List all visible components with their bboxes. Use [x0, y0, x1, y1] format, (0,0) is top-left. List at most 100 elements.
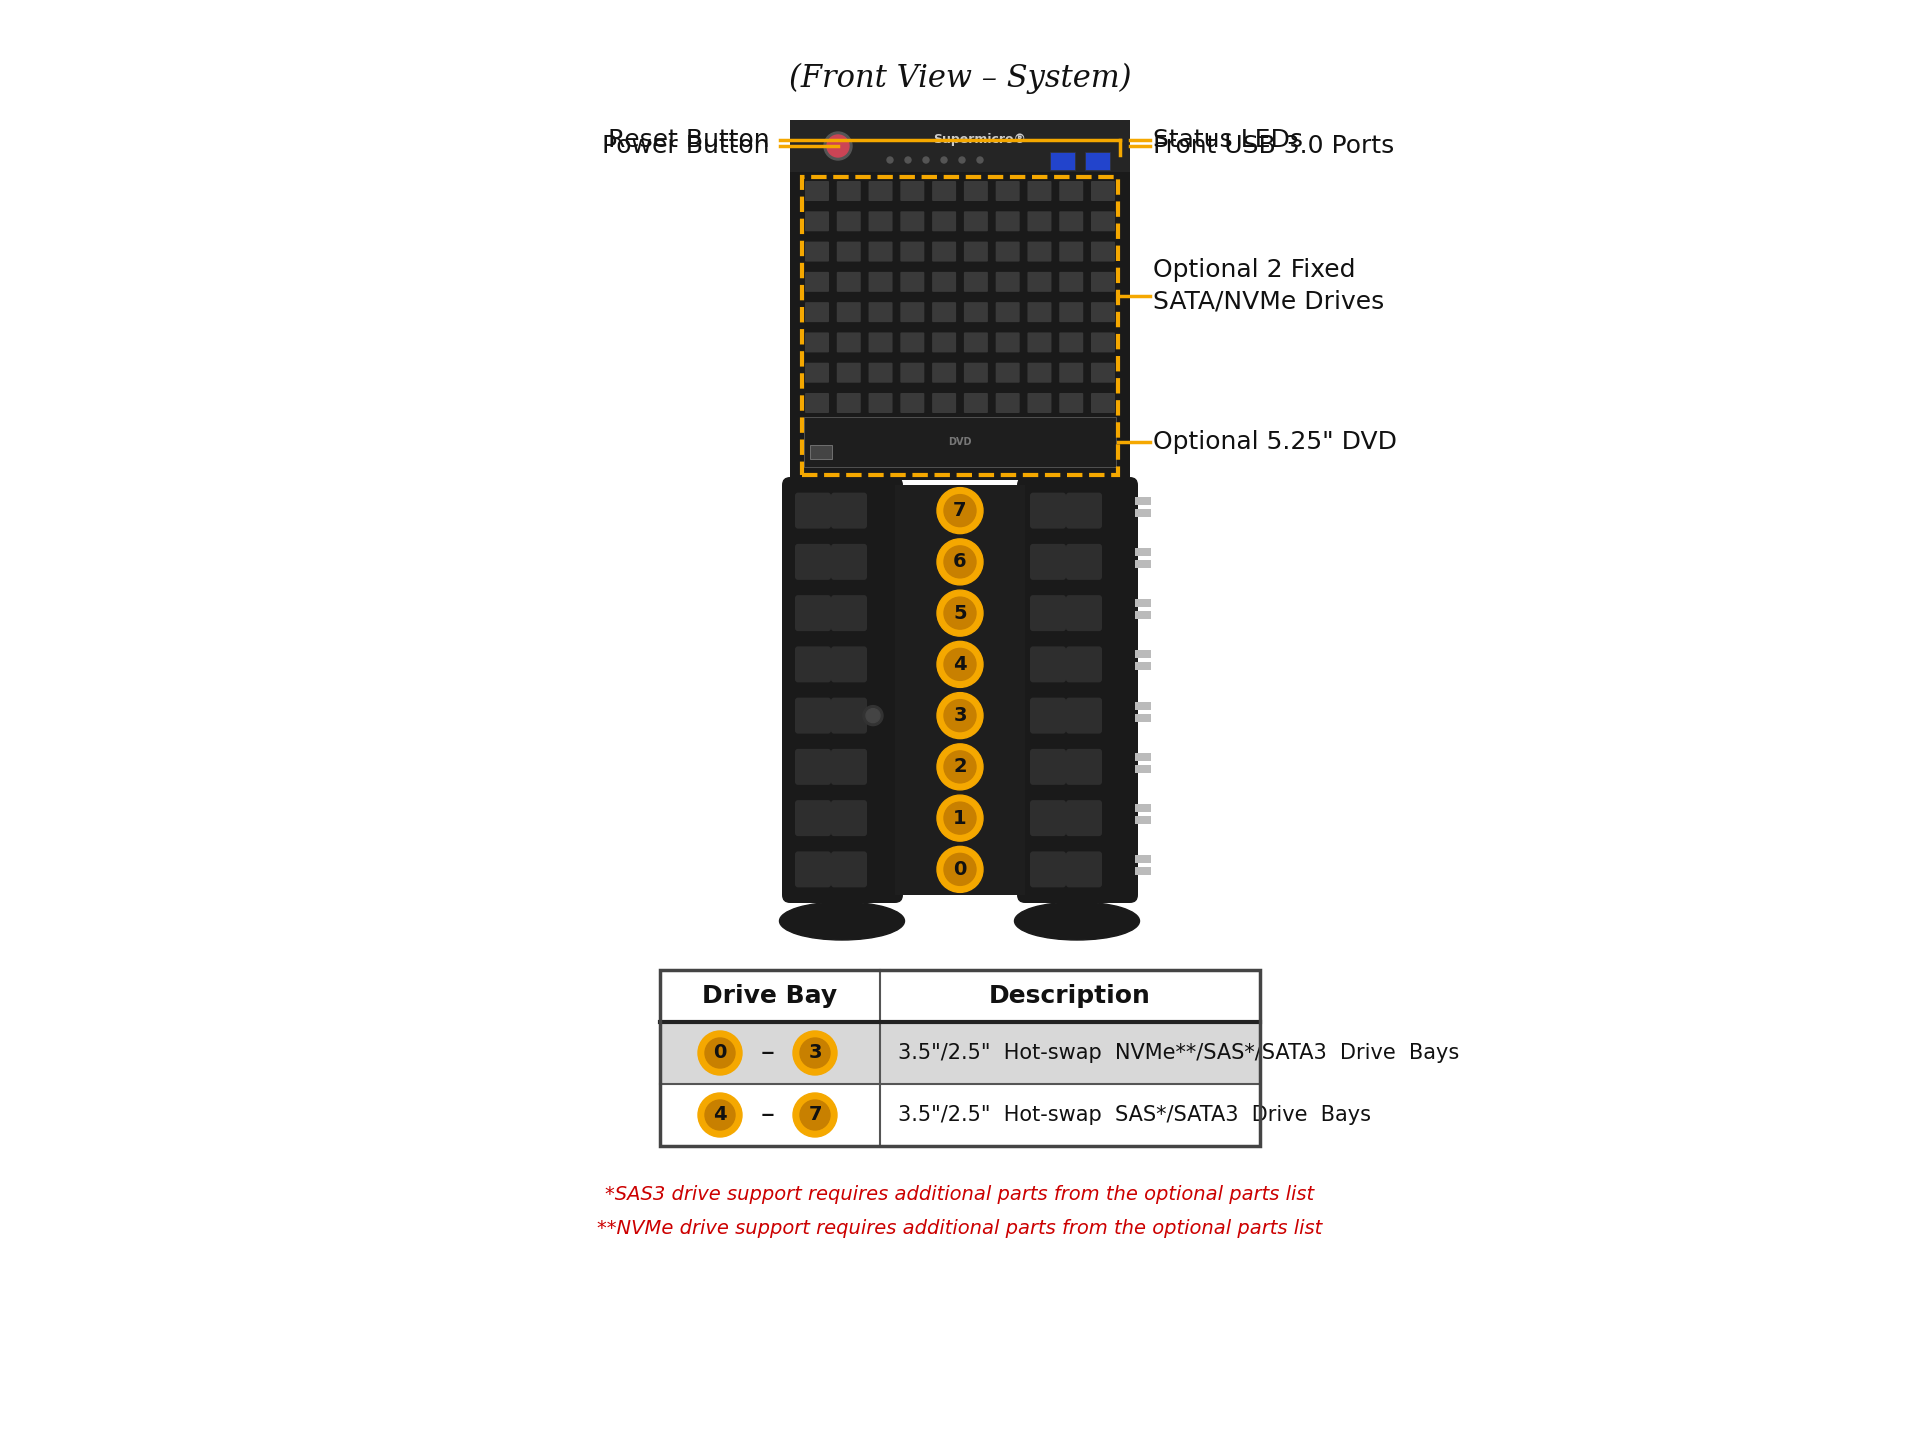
Text: Supermicro®: Supermicro®: [933, 134, 1027, 147]
FancyBboxPatch shape: [804, 242, 829, 262]
Circle shape: [937, 539, 983, 585]
FancyBboxPatch shape: [996, 272, 1020, 292]
FancyBboxPatch shape: [1027, 393, 1052, 413]
Circle shape: [977, 157, 983, 163]
FancyBboxPatch shape: [660, 1022, 1260, 1084]
FancyBboxPatch shape: [1091, 212, 1116, 232]
FancyBboxPatch shape: [900, 302, 924, 323]
FancyBboxPatch shape: [837, 302, 860, 323]
Ellipse shape: [1014, 901, 1139, 940]
Circle shape: [924, 157, 929, 163]
Text: 5: 5: [952, 603, 968, 622]
FancyBboxPatch shape: [1060, 272, 1083, 292]
FancyBboxPatch shape: [1066, 595, 1102, 631]
Text: Front USB 3.0 Ports: Front USB 3.0 Ports: [1154, 134, 1394, 158]
Circle shape: [937, 744, 983, 791]
FancyBboxPatch shape: [837, 212, 860, 232]
FancyBboxPatch shape: [804, 333, 829, 353]
Text: 6: 6: [952, 553, 968, 572]
FancyBboxPatch shape: [1135, 816, 1150, 824]
FancyBboxPatch shape: [795, 492, 831, 528]
FancyBboxPatch shape: [1066, 492, 1102, 528]
FancyBboxPatch shape: [868, 393, 893, 413]
Text: –: –: [760, 1040, 774, 1067]
FancyBboxPatch shape: [1027, 242, 1052, 262]
FancyBboxPatch shape: [795, 544, 831, 580]
Text: Description: Description: [989, 984, 1150, 1008]
Text: –: –: [760, 1102, 774, 1129]
FancyBboxPatch shape: [831, 749, 868, 785]
FancyBboxPatch shape: [996, 333, 1020, 353]
FancyBboxPatch shape: [831, 492, 868, 528]
FancyBboxPatch shape: [1135, 804, 1150, 812]
FancyBboxPatch shape: [1091, 333, 1116, 353]
Circle shape: [699, 1093, 741, 1138]
Circle shape: [904, 157, 910, 163]
Circle shape: [937, 590, 983, 636]
Circle shape: [945, 598, 975, 629]
Ellipse shape: [780, 901, 904, 940]
FancyBboxPatch shape: [804, 272, 829, 292]
Circle shape: [945, 750, 975, 783]
Text: 4: 4: [712, 1106, 728, 1125]
FancyBboxPatch shape: [831, 544, 868, 580]
FancyBboxPatch shape: [1091, 242, 1116, 262]
FancyBboxPatch shape: [1060, 393, 1083, 413]
FancyBboxPatch shape: [1060, 363, 1083, 383]
Circle shape: [945, 854, 975, 886]
FancyBboxPatch shape: [1060, 302, 1083, 323]
FancyBboxPatch shape: [868, 302, 893, 323]
Circle shape: [801, 1100, 829, 1130]
FancyBboxPatch shape: [795, 801, 831, 837]
FancyBboxPatch shape: [1135, 611, 1150, 619]
FancyBboxPatch shape: [1135, 508, 1150, 517]
Text: 7: 7: [808, 1106, 822, 1125]
Circle shape: [937, 488, 983, 534]
FancyBboxPatch shape: [868, 242, 893, 262]
FancyBboxPatch shape: [1018, 477, 1139, 903]
FancyBboxPatch shape: [964, 363, 989, 383]
FancyBboxPatch shape: [1029, 801, 1066, 837]
FancyBboxPatch shape: [804, 418, 1116, 467]
FancyBboxPatch shape: [831, 595, 868, 631]
FancyBboxPatch shape: [1135, 662, 1150, 671]
FancyBboxPatch shape: [804, 212, 829, 232]
FancyBboxPatch shape: [795, 697, 831, 733]
FancyBboxPatch shape: [931, 242, 956, 262]
FancyBboxPatch shape: [804, 393, 829, 413]
Circle shape: [945, 494, 975, 527]
FancyBboxPatch shape: [831, 697, 868, 733]
Circle shape: [824, 132, 852, 160]
FancyBboxPatch shape: [996, 302, 1020, 323]
FancyBboxPatch shape: [831, 801, 868, 837]
Circle shape: [887, 157, 893, 163]
Text: 3: 3: [808, 1044, 822, 1063]
Circle shape: [793, 1093, 837, 1138]
Circle shape: [941, 157, 947, 163]
FancyBboxPatch shape: [1066, 544, 1102, 580]
Circle shape: [937, 693, 983, 739]
FancyBboxPatch shape: [810, 445, 831, 459]
Circle shape: [937, 795, 983, 841]
FancyBboxPatch shape: [1029, 595, 1066, 631]
Circle shape: [958, 157, 966, 163]
Circle shape: [945, 700, 975, 732]
FancyBboxPatch shape: [900, 181, 924, 202]
FancyBboxPatch shape: [831, 647, 868, 683]
Circle shape: [862, 706, 883, 726]
FancyBboxPatch shape: [1027, 181, 1052, 202]
FancyBboxPatch shape: [931, 393, 956, 413]
Text: 4: 4: [952, 655, 968, 674]
FancyBboxPatch shape: [868, 333, 893, 353]
FancyBboxPatch shape: [1085, 153, 1110, 170]
FancyBboxPatch shape: [1066, 749, 1102, 785]
Circle shape: [937, 641, 983, 687]
FancyBboxPatch shape: [1135, 599, 1150, 608]
FancyBboxPatch shape: [900, 333, 924, 353]
FancyBboxPatch shape: [1027, 333, 1052, 353]
FancyBboxPatch shape: [1135, 497, 1150, 504]
Text: *SAS3 drive support requires additional parts from the optional parts list: *SAS3 drive support requires additional …: [605, 1185, 1315, 1204]
FancyBboxPatch shape: [900, 363, 924, 383]
FancyBboxPatch shape: [931, 363, 956, 383]
FancyBboxPatch shape: [837, 333, 860, 353]
